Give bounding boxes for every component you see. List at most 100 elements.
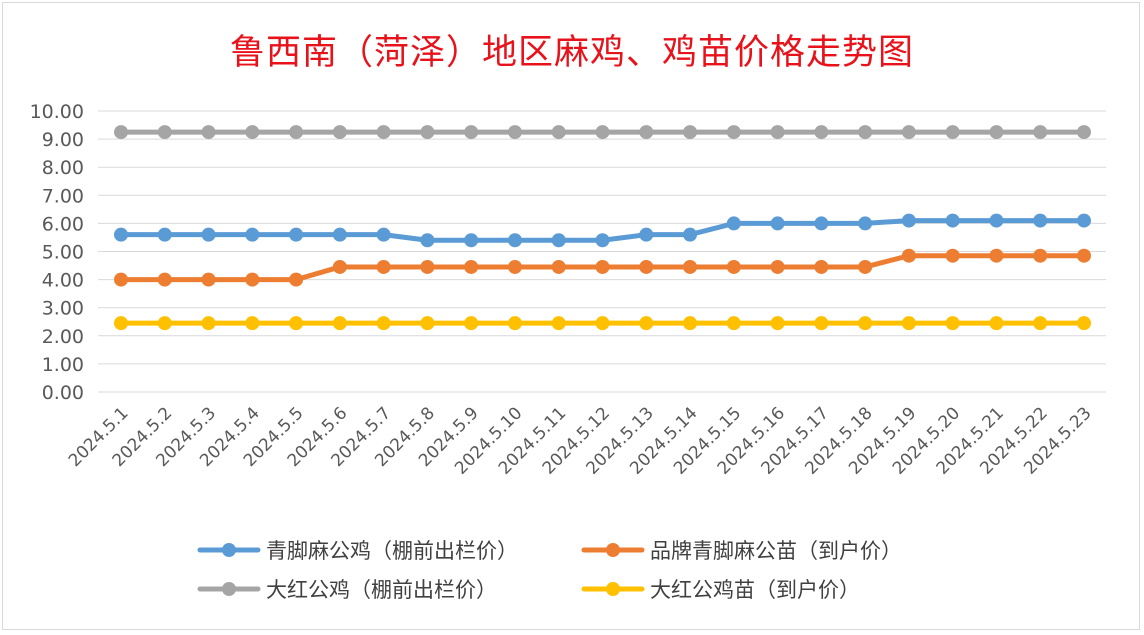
legend-label: 品牌青脚麻公苗（到户价） [650,539,902,563]
legend: 青脚麻公鸡（棚前出栏价） 品牌青脚麻公苗（到户价） 大红公鸡（棚前出栏价） 大红公鸡苗… [197,539,902,602]
data-point [1077,248,1091,263]
grid-lines [98,110,1106,393]
data-point [420,125,435,140]
data-point [420,233,435,248]
data-point [683,259,698,274]
data-point [945,125,960,140]
data-point [901,125,916,140]
data-point [726,125,741,140]
legend-label: 大红公鸡苗（到户价） [650,578,860,602]
data-point [1077,316,1091,331]
series-layer [114,125,1091,331]
data-point [464,259,479,274]
data-point [464,125,479,140]
data-point [201,125,216,140]
data-point [507,316,522,331]
data-point [1077,125,1091,140]
data-point [376,316,391,331]
data-point [639,316,654,331]
y-tick-label: 3.00 [42,298,84,320]
data-point [507,233,522,248]
data-point [901,248,916,263]
data-point [245,316,260,331]
data-point [989,316,1004,331]
data-point [683,125,698,140]
y-tick-label: 1.00 [42,354,84,376]
y-tick-label: 0.00 [42,382,84,404]
data-point [551,316,566,331]
data-point [201,272,216,287]
data-point [683,316,698,331]
legend-label: 青脚麻公鸡（棚前出栏价） [266,539,518,563]
data-point [814,259,829,274]
data-point [332,227,347,242]
data-point [814,216,829,231]
data-point [639,125,654,140]
data-point [551,233,566,248]
data-point [770,216,785,231]
data-point [814,125,829,140]
y-tick-label: 10.00 [30,101,84,123]
data-point [989,125,1004,140]
data-point [770,259,785,274]
data-point [114,125,128,140]
series-2 [114,125,1091,140]
legend-entry: 品牌青脚麻公苗（到户价） [581,539,902,563]
data-point [595,316,610,331]
data-point [945,213,960,228]
data-point [726,316,741,331]
legend-entry: 大红公鸡苗（到户价） [581,578,860,602]
data-point [639,259,654,274]
x-axis: 2024.5.12024.5.22024.5.32024.5.42024.5.5… [65,403,1096,478]
data-point [1033,213,1048,228]
data-point [858,316,873,331]
data-point [989,248,1004,263]
data-point [157,125,172,140]
y-tick-label: 9.00 [42,129,84,151]
data-point [157,227,172,242]
data-point [858,259,873,274]
data-point [595,125,610,140]
data-point [376,259,391,274]
data-point [945,248,960,263]
series-0 [114,213,1091,248]
data-point [551,259,566,274]
data-point [901,316,916,331]
data-point [332,316,347,331]
data-point [376,125,391,140]
data-point [507,125,522,140]
y-tick-label: 2.00 [42,326,84,348]
y-tick-label: 5.00 [42,242,84,264]
data-point [551,125,566,140]
data-point [289,316,304,331]
data-point [989,213,1004,228]
data-point [726,259,741,274]
data-point [683,227,698,242]
data-point [901,213,916,228]
data-point [376,227,391,242]
legend-label: 大红公鸡（棚前出栏价） [266,578,497,602]
data-point [157,316,172,331]
legend-swatch-marker [606,543,620,557]
y-tick-label: 4.00 [42,270,84,292]
data-point [595,233,610,248]
data-point [201,316,216,331]
legend-entry: 大红公鸡（棚前出栏价） [197,578,497,602]
data-point [245,125,260,140]
data-point [1033,248,1048,263]
data-point [420,259,435,274]
y-axis: 0.00 1.00 2.00 3.00 4.00 5.00 6.00 7.00 8.00 9.00… [30,101,84,404]
data-point [770,125,785,140]
data-point [201,227,216,242]
legend-entry: 青脚麻公鸡（棚前出栏价） [197,539,518,563]
data-point [507,259,522,274]
data-point [726,216,741,231]
legend-swatch-marker [606,582,620,596]
data-point [245,227,260,242]
y-tick-label: 8.00 [42,157,84,179]
data-point [420,316,435,331]
series-1 [114,248,1091,287]
data-point [639,227,654,242]
data-point [858,216,873,231]
